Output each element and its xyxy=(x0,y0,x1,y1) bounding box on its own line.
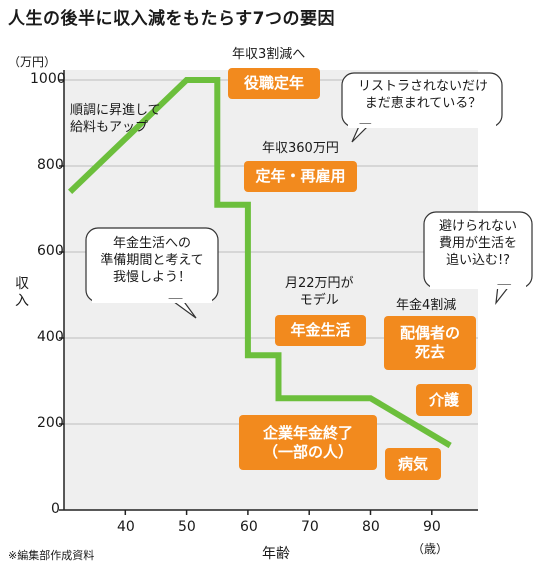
annotation-income-360: 年収360万円 xyxy=(262,141,339,156)
factor-label-4: 企業年金終了 （一部の人） xyxy=(262,423,353,461)
bubble-3 xyxy=(423,211,533,306)
x-axis-label: 年齢 xyxy=(262,546,290,562)
factor-box-7: 病気 xyxy=(385,448,441,480)
series-line-income xyxy=(68,77,452,449)
y-tick-600: 600 xyxy=(37,243,64,259)
factor-box-5: 配偶者の 死去 xyxy=(384,316,476,370)
bubble-text-1: リストラされないだけ まだ恵まれている？ xyxy=(357,79,488,111)
y-tick-400: 400 xyxy=(37,329,64,345)
factor-box-6: 介護 xyxy=(416,384,472,416)
y-tick-200: 200 xyxy=(37,415,64,431)
x-tick-40: 40 xyxy=(117,519,135,535)
factor-box-4: 企業年金終了 （一部の人） xyxy=(239,415,377,470)
y-unit-label: （万円） xyxy=(8,55,57,69)
factor-box-1: 役職定年 xyxy=(228,68,320,99)
bubble-text-2: 年金生活への 準備期間と考えて 我慢しよう！ xyxy=(100,236,204,285)
x-unit-label: （歳） xyxy=(412,542,449,556)
footnote: ※編集部作成資料 xyxy=(8,549,95,562)
y-axis-label: 収入 xyxy=(15,276,29,309)
factor-label-1: 役職定年 xyxy=(243,74,304,92)
factor-label-3: 年金生活 xyxy=(290,321,351,339)
factor-label-5: 配偶者の 死去 xyxy=(399,324,460,361)
factor-box-2: 定年・再雇用 xyxy=(244,161,357,192)
factor-label-6: 介護 xyxy=(428,390,459,409)
x-tick-80: 80 xyxy=(362,519,380,535)
chart-title: 人生の後半に収入減をもたらす7つの要因 xyxy=(8,9,335,29)
x-tick-70: 70 xyxy=(301,519,319,535)
y-tick-0: 0 xyxy=(51,501,60,517)
bubble-1-tail-mask xyxy=(348,124,496,128)
bubble-text-3: 避けられない 費用が生活を 追い込む!? xyxy=(438,219,517,268)
bubble-2 xyxy=(85,227,219,319)
bubble-3-tail-mask xyxy=(430,285,526,289)
factor-box-3: 年金生活 xyxy=(275,315,366,346)
x-tick-90: 90 xyxy=(423,519,441,535)
bubble-2-tail-mask xyxy=(92,299,212,303)
factor-label-2: 定年・再雇用 xyxy=(255,167,346,185)
annotation-cut-30: 年収3割減へ xyxy=(232,47,306,62)
annotation-salary-up: 順調に昇進して 給料もアップ xyxy=(70,103,161,135)
annotation-pension-model: 月22万円が モデル xyxy=(285,276,354,308)
annotation-pension-cut: 年金4割減 xyxy=(396,298,457,313)
y-tick-800: 800 xyxy=(37,157,64,173)
y-tick-1000: 1000 xyxy=(30,71,66,87)
factor-label-7: 病気 xyxy=(397,454,428,473)
x-tick-50: 50 xyxy=(178,519,196,535)
bubble-1 xyxy=(341,72,503,143)
x-tick-60: 60 xyxy=(240,519,258,535)
